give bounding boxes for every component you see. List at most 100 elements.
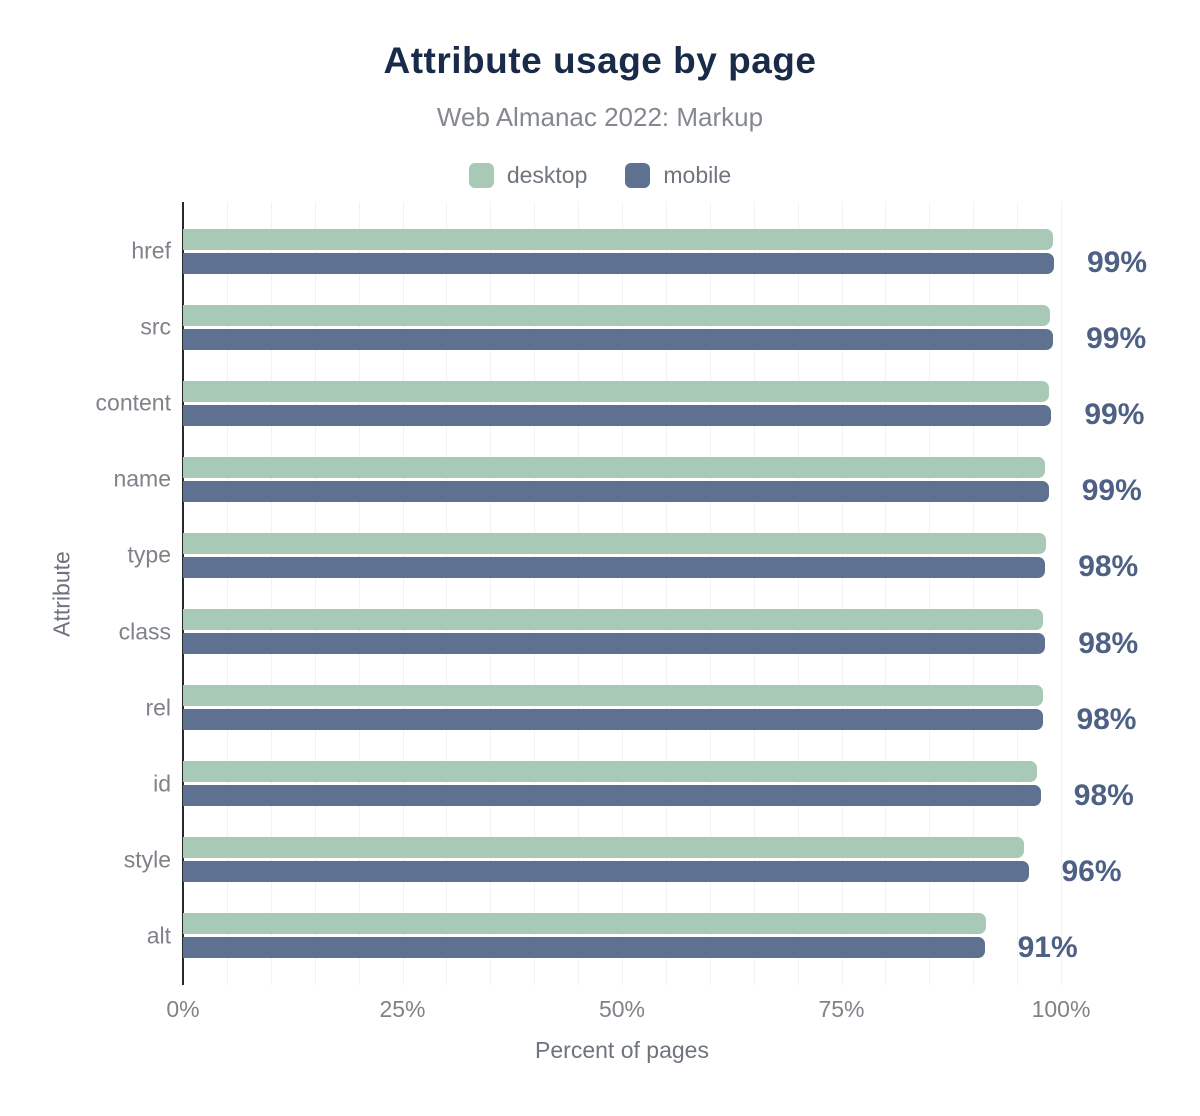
bar-desktop-style xyxy=(183,837,1025,859)
value-label: 91% xyxy=(1017,930,1078,964)
value-label: 99% xyxy=(1081,474,1142,508)
bar-line-mobile-style: 96% xyxy=(183,855,1122,888)
bar-line-mobile-href: 99% xyxy=(183,246,1147,279)
bar-desktop-name xyxy=(183,456,1046,478)
gridline-5 xyxy=(226,202,228,985)
value-label: 96% xyxy=(1061,854,1122,888)
bar-line-desktop-type xyxy=(183,532,1061,554)
gridline-40 xyxy=(534,202,536,985)
gridline-25 xyxy=(402,202,404,985)
x-axis-title: Percent of pages xyxy=(535,1037,709,1063)
bar-group-name: name 99% xyxy=(113,441,1142,517)
gridline-65 xyxy=(753,202,755,985)
bar-mobile-rel xyxy=(183,709,1044,731)
x-tick-0pct: 0% xyxy=(166,996,200,1022)
bar-line-mobile-alt: 91% xyxy=(183,931,1078,964)
legend-swatch-desktop-icon xyxy=(468,163,494,188)
y-axis-title: Attribute xyxy=(48,550,75,637)
bar-line-desktop-name xyxy=(183,456,1061,478)
bar-line-mobile-src: 99% xyxy=(183,322,1146,355)
category-label: src xyxy=(140,313,171,340)
category-label: href xyxy=(131,237,171,264)
category-label: type xyxy=(127,541,171,568)
bar-group-src: src 99% xyxy=(140,289,1146,365)
gridline-20 xyxy=(358,202,360,985)
gridline-80 xyxy=(885,202,887,985)
bar-mobile-href xyxy=(183,252,1054,274)
x-tick-100pct: 100% xyxy=(1031,996,1091,1022)
bar-group-alt: alt 91% xyxy=(147,898,1078,974)
bar-line-mobile-name: 99% xyxy=(183,474,1142,507)
gridline-70 xyxy=(797,202,799,985)
gridline-60 xyxy=(709,202,711,985)
bar-desktop-src xyxy=(183,304,1051,326)
category-label: style xyxy=(123,846,171,873)
bar-desktop-alt xyxy=(183,913,987,935)
x-tick-75pct: 75% xyxy=(818,996,865,1022)
chart-subtitle: Web Almanac 2022: Markup xyxy=(436,102,764,132)
legend-swatch-mobile-icon xyxy=(625,163,651,188)
y-axis-line xyxy=(182,202,184,985)
bar-line-mobile-type: 98% xyxy=(183,550,1138,583)
category-label: alt xyxy=(146,922,171,949)
bar-group-type: type 98% xyxy=(128,517,1138,593)
bar-mobile-name xyxy=(183,480,1049,502)
bar-mobile-class xyxy=(183,633,1046,655)
bar-line-desktop-id xyxy=(183,761,1061,783)
bar-mobile-style xyxy=(183,861,1029,883)
bar-group-style: style 96% xyxy=(124,822,1122,898)
bar-line-mobile-class: 98% xyxy=(183,627,1138,660)
chart-title: Attribute usage by page xyxy=(383,40,817,81)
gridline-75 xyxy=(841,202,843,985)
bar-line-mobile-id: 98% xyxy=(183,779,1134,812)
bar-line-desktop-class xyxy=(183,609,1061,631)
value-label: 98% xyxy=(1078,550,1139,584)
bar-desktop-content xyxy=(183,380,1049,402)
bar-group-class: class 98% xyxy=(119,593,1138,669)
gridline-35 xyxy=(490,202,492,985)
bar-rows: href 99% src 99% content 99% name 99% type 98% cla… xyxy=(96,213,1147,974)
bar-mobile-alt xyxy=(183,937,985,959)
gridline-10 xyxy=(270,202,272,985)
gridline-100 xyxy=(1061,202,1062,985)
bar-line-mobile-content: 99% xyxy=(183,398,1144,431)
bar-line-desktop-content xyxy=(183,380,1061,402)
legend-item-desktop: desktop xyxy=(468,162,587,189)
value-label: 98% xyxy=(1073,778,1134,812)
bar-mobile-src xyxy=(183,328,1054,350)
x-tick-25pct: 25% xyxy=(379,996,426,1022)
category-label: id xyxy=(153,770,171,797)
gridline-90 xyxy=(973,202,975,985)
value-label: 99% xyxy=(1084,398,1145,432)
bar-line-desktop-rel xyxy=(183,685,1061,707)
bar-mobile-type xyxy=(183,556,1046,578)
x-axis-ticks: 0% 25% 50% 75% 100% xyxy=(166,985,1090,1025)
value-label: 98% xyxy=(1076,702,1137,736)
gridline-55 xyxy=(665,202,667,985)
bar-desktop-rel xyxy=(183,685,1043,707)
bar-group-id: id 98% xyxy=(153,746,1134,822)
value-label: 99% xyxy=(1086,246,1148,280)
bar-line-desktop-alt xyxy=(183,913,1061,935)
bar-desktop-type xyxy=(183,532,1047,554)
gridline-15 xyxy=(314,202,316,985)
bar-desktop-id xyxy=(183,761,1038,783)
category-label: content xyxy=(95,389,171,416)
category-label: class xyxy=(118,618,171,645)
bar-desktop-class xyxy=(183,609,1044,631)
bar-line-desktop-src xyxy=(183,304,1061,326)
bar-line-desktop-style xyxy=(183,837,1061,859)
legend: desktop mobile xyxy=(0,162,1200,189)
bar-line-mobile-rel: 98% xyxy=(183,703,1136,736)
legend-label: mobile xyxy=(663,162,732,188)
value-label: 99% xyxy=(1086,322,1147,356)
bar-mobile-content xyxy=(183,404,1052,426)
legend-item-mobile: mobile xyxy=(625,162,731,189)
gridline-45 xyxy=(578,202,580,985)
bar-group-rel: rel 98% xyxy=(145,670,1136,746)
x-tick-50pct: 50% xyxy=(598,996,646,1022)
gridline-85 xyxy=(929,202,931,985)
bar-line-desktop-href xyxy=(183,228,1061,250)
value-label: 98% xyxy=(1078,626,1139,660)
